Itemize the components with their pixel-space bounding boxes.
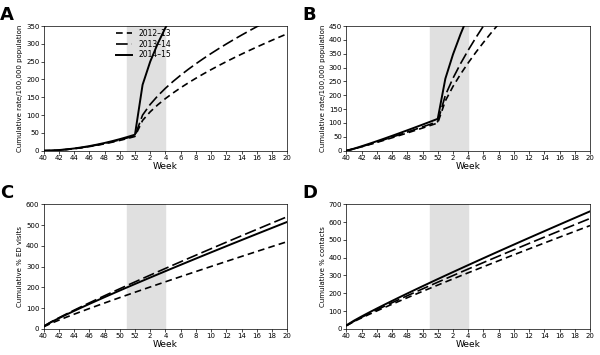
- Y-axis label: Cumulative rate/100,000 population: Cumulative rate/100,000 population: [17, 25, 23, 152]
- Y-axis label: Cumulative % contacts: Cumulative % contacts: [320, 226, 326, 307]
- X-axis label: Week: Week: [456, 340, 481, 349]
- Text: C: C: [0, 184, 13, 202]
- Y-axis label: Cumulative rate/100,000 population: Cumulative rate/100,000 population: [320, 25, 326, 152]
- Y-axis label: Cumulative % ED visits: Cumulative % ED visits: [17, 226, 23, 307]
- Bar: [430, 26, 468, 151]
- Bar: [430, 204, 468, 329]
- X-axis label: Week: Week: [153, 162, 178, 171]
- Text: D: D: [302, 184, 317, 202]
- Text: A: A: [0, 6, 14, 23]
- Text: B: B: [302, 6, 316, 23]
- Legend: 2012–13, 2013–14, 2014–15: 2012–13, 2013–14, 2014–15: [116, 29, 172, 59]
- Bar: [127, 204, 166, 329]
- X-axis label: Week: Week: [456, 162, 481, 171]
- X-axis label: Week: Week: [153, 340, 178, 349]
- Bar: [127, 26, 166, 151]
